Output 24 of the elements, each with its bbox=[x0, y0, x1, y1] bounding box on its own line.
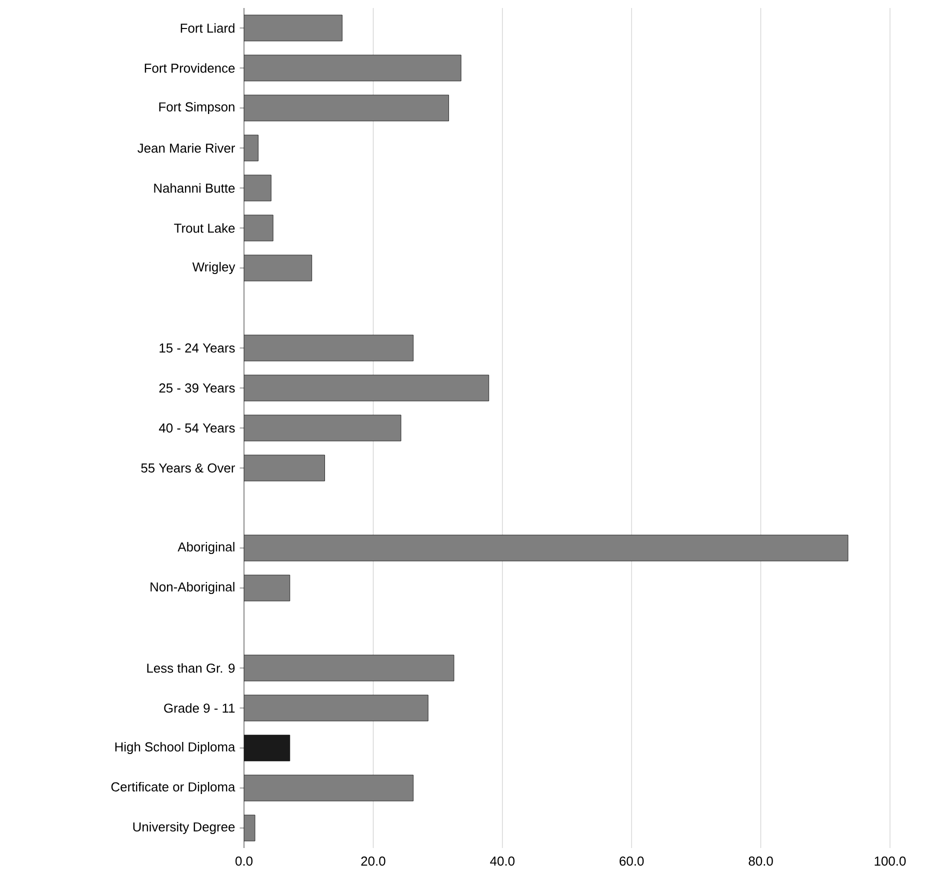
y-tick-label: Grade 9 - 11 bbox=[164, 703, 235, 713]
x-tick-label: 0.0 bbox=[236, 856, 253, 866]
y-tick-label: Fort Liard bbox=[180, 23, 234, 33]
y-tick-label: Non-Aboriginal bbox=[150, 582, 234, 594]
y-tick-label: 25 - 39 Years bbox=[159, 383, 235, 393]
x-tick-label: 20.0 bbox=[361, 856, 386, 866]
y-tick-label: 40 - 54 Years bbox=[158, 423, 235, 433]
y-tick-label: Fort Providence bbox=[144, 63, 235, 73]
y-tick-label: Trout Lake bbox=[174, 223, 235, 233]
y-tick-label: Less than Gr. 9 bbox=[147, 663, 235, 673]
y-tick-label: 55 Years & Over bbox=[141, 463, 235, 473]
y-tick-label: Certificate or Diploma bbox=[111, 782, 236, 794]
y-tick-label: Nahanni Butte bbox=[154, 183, 235, 193]
x-tick-label: 80.0 bbox=[748, 856, 773, 866]
y-tick-label: Jean Marie River bbox=[138, 143, 235, 153]
x-tick-label: 40.0 bbox=[490, 856, 515, 866]
y-tick-label: High School Diploma bbox=[115, 742, 236, 754]
x-tick-label: 60.0 bbox=[620, 856, 644, 866]
y-tick-label: Wrigley bbox=[192, 262, 236, 274]
y-tick-label: Aboriginal bbox=[178, 542, 234, 554]
y-tick-label: Fort Simpson bbox=[159, 102, 234, 114]
y-tick-label: 15 - 24 Years bbox=[160, 343, 235, 353]
y-tick-label: University Degree bbox=[133, 822, 235, 834]
x-tick-label: 100.0 bbox=[874, 856, 906, 866]
